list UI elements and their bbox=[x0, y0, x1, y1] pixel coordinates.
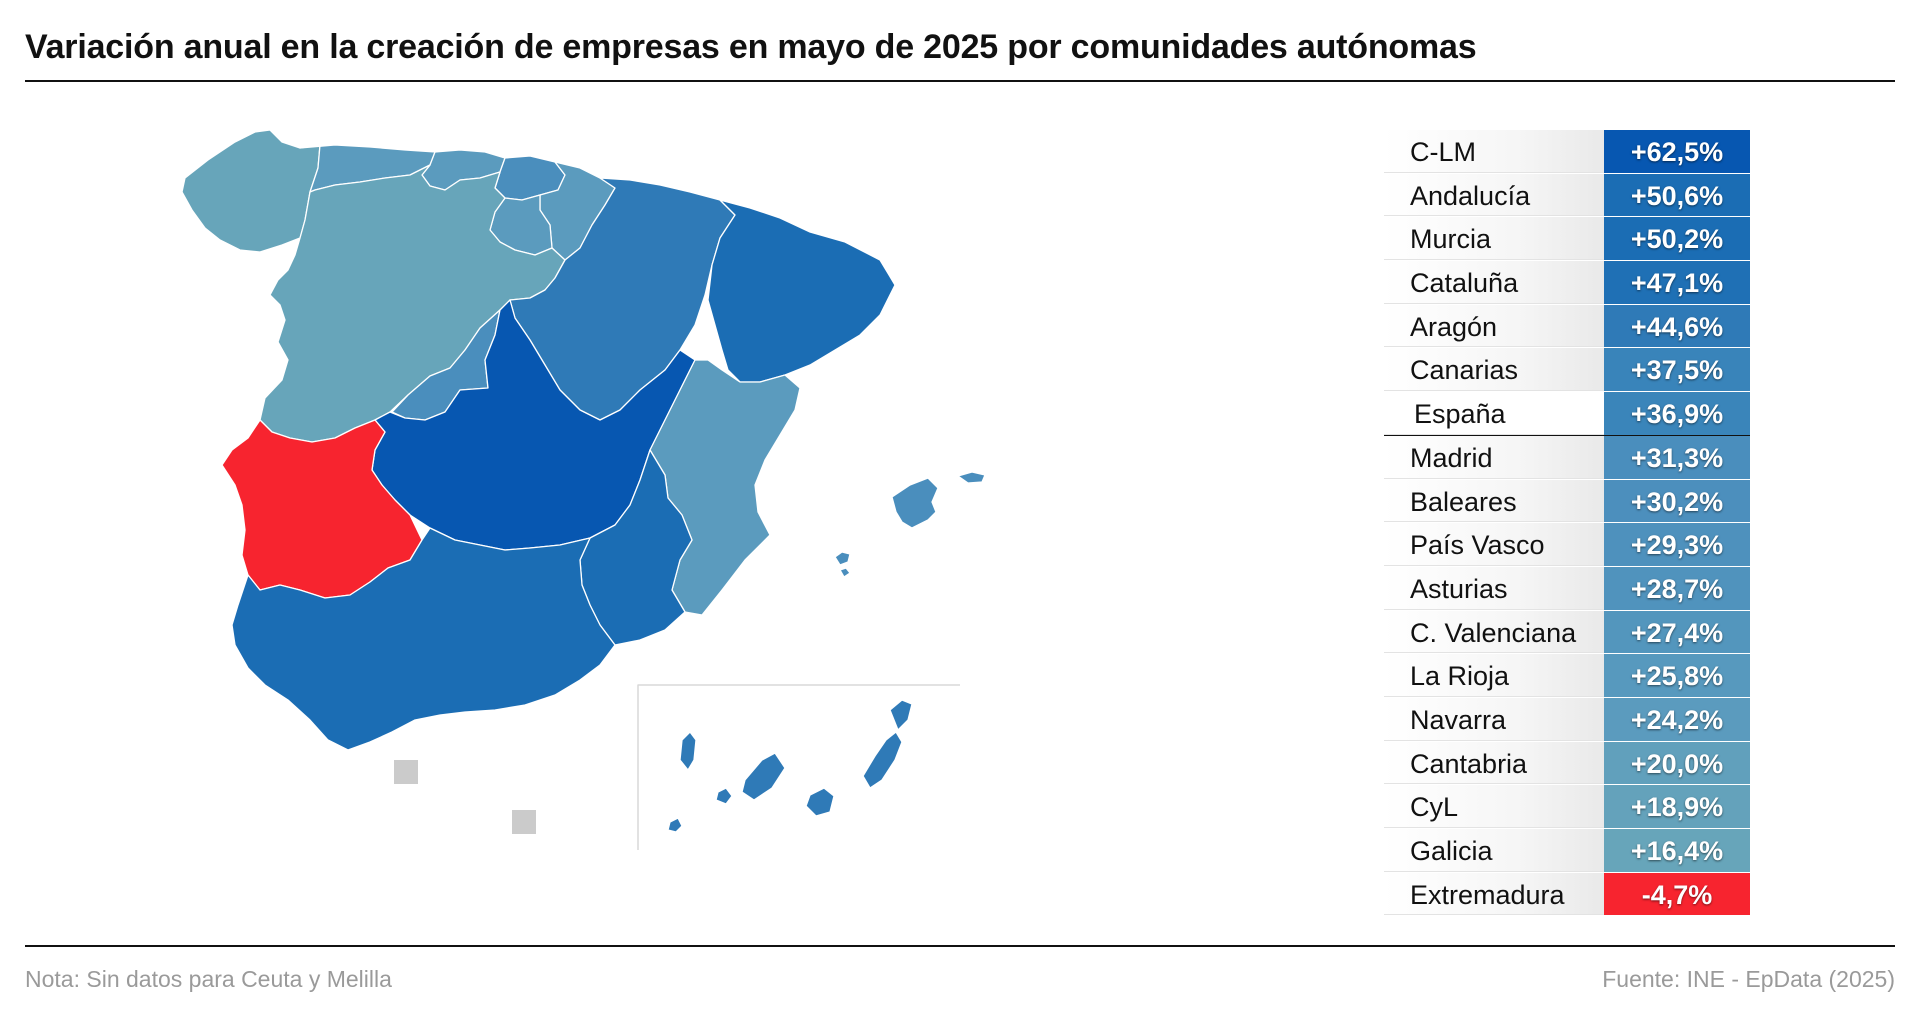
ranking-value-badge: +27,4% bbox=[1604, 610, 1750, 654]
ranking-row: Cantabria +20,0% bbox=[1384, 741, 1750, 786]
ranking-row: Extremadura -4,7% bbox=[1384, 872, 1750, 917]
ranking-value-badge: +37,5% bbox=[1604, 348, 1750, 392]
canarias-inset-frame bbox=[637, 684, 960, 850]
ranking-value-badge: +50,2% bbox=[1604, 217, 1750, 261]
ranking-value-badge: +28,7% bbox=[1604, 566, 1750, 610]
ranking-row: Madrid +31,3% bbox=[1384, 435, 1750, 480]
footnote: Nota: Sin datos para Ceuta y Melilla bbox=[25, 966, 392, 992]
region-canarias[interactable] bbox=[667, 699, 913, 833]
region-galicia[interactable] bbox=[181, 129, 321, 253]
ranking-value-badge: +29,3% bbox=[1604, 523, 1750, 566]
chart-title: Variación anual en la creación de empres… bbox=[25, 28, 1477, 66]
ranking-value-badge: +20,0% bbox=[1604, 741, 1750, 785]
ranking-value-badge: +47,1% bbox=[1604, 261, 1750, 304]
region-cataluna[interactable] bbox=[707, 199, 896, 383]
ranking-region-name: País Vasco bbox=[1384, 523, 1604, 566]
ranking-row: CyL +18,9% bbox=[1384, 785, 1750, 829]
ranking-value-badge: +31,3% bbox=[1604, 435, 1750, 479]
ranking-row: Galicia +16,4% bbox=[1384, 829, 1750, 873]
ranking-region-name: Navarra bbox=[1384, 697, 1604, 741]
ranking-region-name: Cantabria bbox=[1384, 741, 1604, 785]
ranking-region-name: Murcia bbox=[1384, 217, 1604, 261]
ranking-row: Cataluña +47,1% bbox=[1384, 261, 1750, 305]
ranking-value-badge: +25,8% bbox=[1604, 654, 1750, 697]
region-andalucia[interactable] bbox=[231, 527, 616, 751]
ranking-row: Andalucía +50,6% bbox=[1384, 173, 1750, 218]
ranking-value-badge: +44,6% bbox=[1604, 304, 1750, 348]
ranking-region-name: Canarias bbox=[1384, 348, 1604, 392]
ranking-row: Asturias +28,7% bbox=[1384, 566, 1750, 611]
ranking-row: Navarra +24,2% bbox=[1384, 697, 1750, 742]
ranking-row: País Vasco +29,3% bbox=[1384, 523, 1750, 567]
ranking-region-name: C. Valenciana bbox=[1384, 610, 1604, 654]
ranking-row: Murcia +50,2% bbox=[1384, 217, 1750, 262]
ranking-value-badge: +62,5% bbox=[1604, 130, 1750, 173]
ranking-row: C-LM +62,5% bbox=[1384, 130, 1750, 174]
ranking-region-name: Galicia bbox=[1384, 829, 1604, 872]
ranking-row: La Rioja +25,8% bbox=[1384, 654, 1750, 698]
ranking-row: Baleares +30,2% bbox=[1384, 479, 1750, 524]
ranking-region-name: La Rioja bbox=[1384, 654, 1604, 697]
ranking-value-badge: +24,2% bbox=[1604, 697, 1750, 741]
ranking-region-name: CyL bbox=[1384, 785, 1604, 828]
ranking-table: C-LM +62,5% Andalucía +50,6% Murcia +50,2% Cat… bbox=[1384, 130, 1750, 917]
ranking-region-name: España bbox=[1384, 392, 1604, 435]
ranking-region-name: Aragón bbox=[1384, 304, 1604, 348]
ranking-region-name: Madrid bbox=[1384, 435, 1604, 479]
ranking-region-name: Extremadura bbox=[1384, 872, 1604, 916]
ranking-row-national: España +36,9% bbox=[1384, 392, 1750, 436]
ranking-region-name: C-LM bbox=[1384, 130, 1604, 173]
ranking-row: Canarias +37,5% bbox=[1384, 348, 1750, 393]
footer-divider bbox=[25, 945, 1895, 947]
ranking-value-badge: +36,9% bbox=[1604, 392, 1750, 435]
ranking-value-badge: +18,9% bbox=[1604, 785, 1750, 828]
ranking-region-name: Asturias bbox=[1384, 566, 1604, 610]
ranking-region-name: Cataluña bbox=[1384, 261, 1604, 304]
ranking-value-badge: +30,2% bbox=[1604, 479, 1750, 523]
ranking-row: C. Valenciana +27,4% bbox=[1384, 610, 1750, 655]
title-divider bbox=[25, 80, 1895, 82]
ranking-row: Aragón +44,6% bbox=[1384, 304, 1750, 349]
source-credit: Fuente: INE - EpData (2025) bbox=[1602, 966, 1895, 992]
ranking-value-badge: +16,4% bbox=[1604, 829, 1750, 872]
spain-choropleth-map bbox=[181, 129, 986, 850]
region-baleares[interactable] bbox=[834, 471, 986, 578]
ranking-value-badge: +50,6% bbox=[1604, 173, 1750, 217]
ranking-region-name: Andalucía bbox=[1384, 173, 1604, 217]
region-melilla[interactable] bbox=[512, 810, 536, 834]
ranking-region-name: Baleares bbox=[1384, 479, 1604, 523]
ranking-value-badge: -4,7% bbox=[1604, 872, 1750, 916]
region-ceuta[interactable] bbox=[394, 760, 418, 784]
